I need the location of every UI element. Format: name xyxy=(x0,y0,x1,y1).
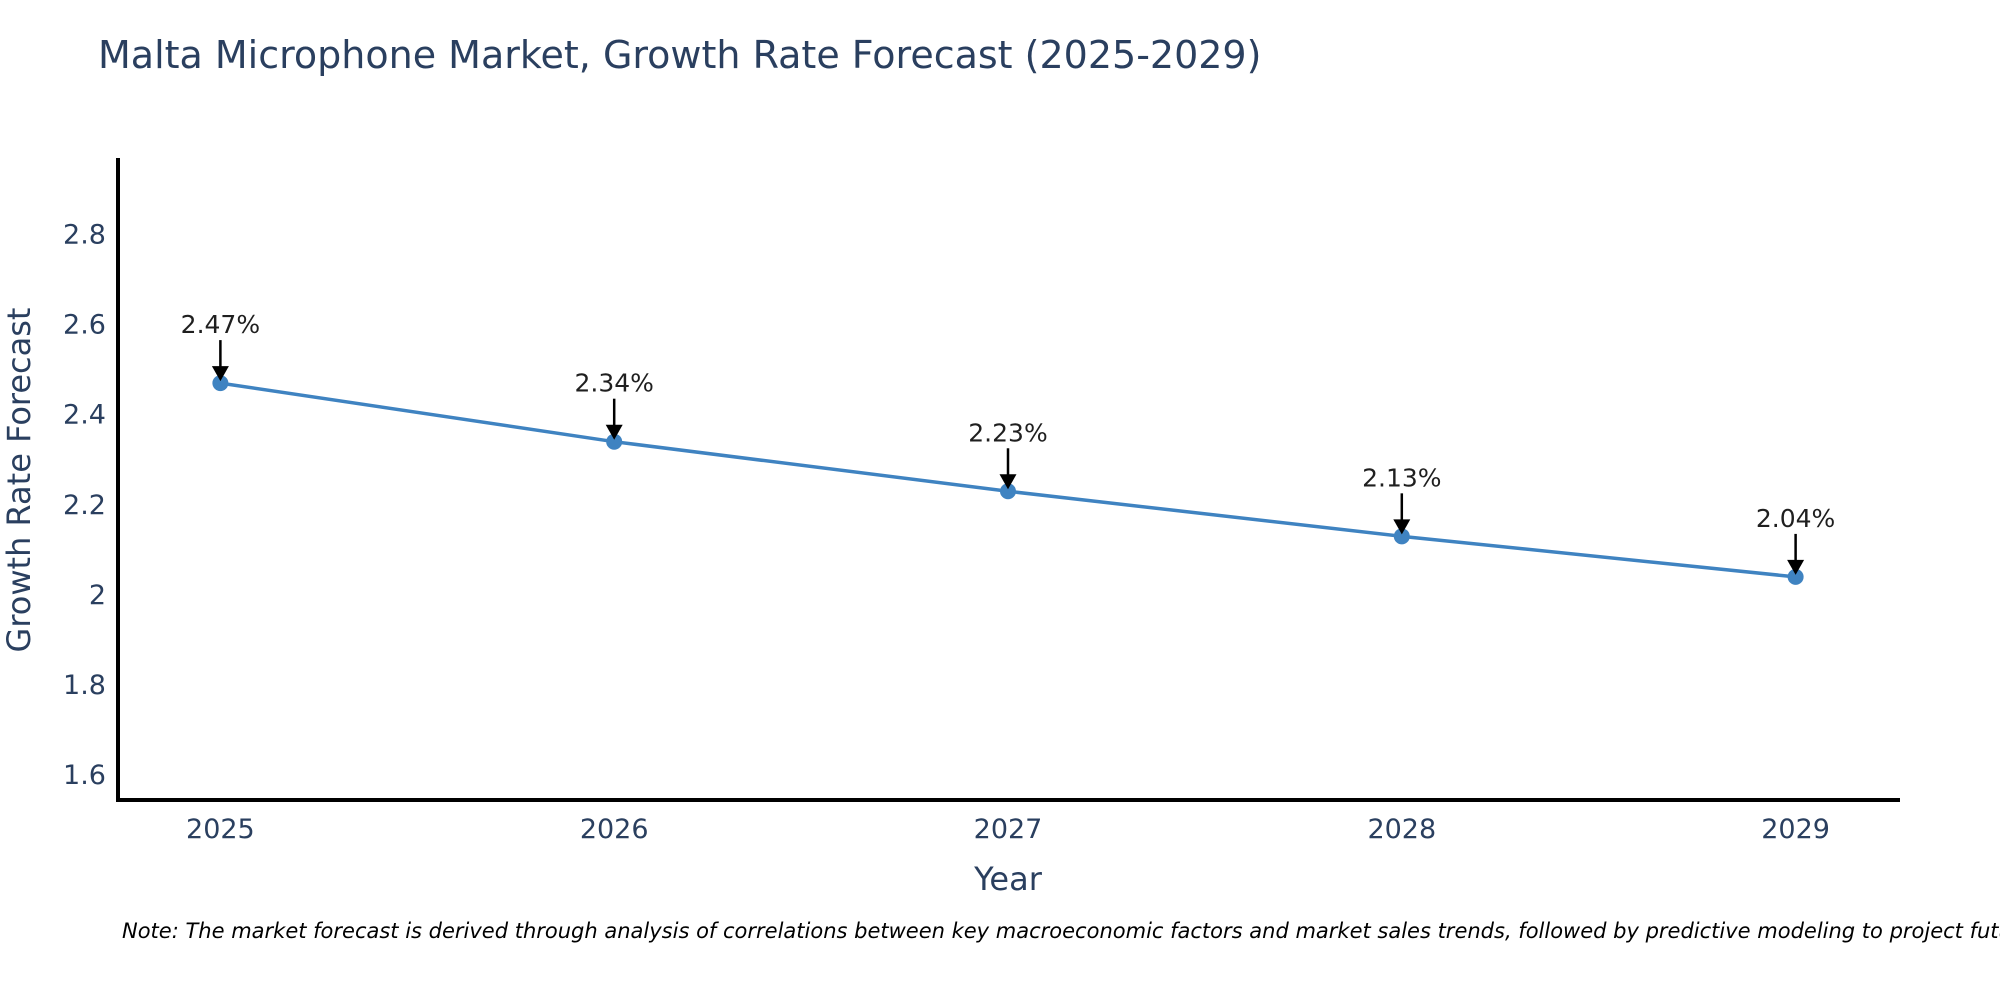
x-tick-label: 2026 xyxy=(580,814,649,845)
data-point-2027[interactable] xyxy=(1000,483,1016,500)
plot-layer: 1.6 1.8 2 2.2 2.4 2.6 2.8 2025 2026 2027 2028 2029 2… xyxy=(63,158,1900,845)
annotation-arrow-head xyxy=(605,424,623,440)
annotation-arrow-head xyxy=(1787,559,1805,575)
chart-title: Malta Microphone Market, Growth Rate For… xyxy=(98,33,1261,77)
y-axis-title: Growth Rate Forecast xyxy=(0,308,38,653)
axis-lines xyxy=(116,158,1900,802)
y-tick-label: 1.8 xyxy=(63,670,106,701)
annotation-arrow-head xyxy=(1393,519,1411,535)
y-tick-label: 2.6 xyxy=(63,310,106,341)
annotation-arrow-head xyxy=(211,366,229,382)
point-value-label: 2.34% xyxy=(574,369,653,398)
annotation-arrow-head xyxy=(999,474,1017,490)
point-value-label: 2.23% xyxy=(968,418,1047,447)
x-axis-title: Year xyxy=(973,860,1043,898)
x-tick-label: 2027 xyxy=(974,814,1043,845)
data-point-2025[interactable] xyxy=(212,375,229,392)
y-tick-label: 2.4 xyxy=(63,400,106,431)
data-point-2026[interactable] xyxy=(606,433,623,450)
x-tick-label: 2028 xyxy=(1367,814,1436,845)
point-value-label: 2.13% xyxy=(1362,463,1441,492)
point-value-label: 2.47% xyxy=(181,310,260,339)
y-tick-label: 2.2 xyxy=(63,490,106,521)
y-tick-label: 2 xyxy=(89,580,106,611)
point-value-label: 2.04% xyxy=(1756,504,1835,533)
x-tick-label: 2029 xyxy=(1761,814,1830,845)
y-tick-label: 2.8 xyxy=(63,219,106,250)
y-tick-label: 1.6 xyxy=(63,760,106,791)
data-point-2028[interactable] xyxy=(1393,528,1410,545)
footnote: Note: The market forecast is derived thr… xyxy=(122,919,2000,943)
data-point-2029[interactable] xyxy=(1787,568,1804,585)
x-tick-label: 2025 xyxy=(186,814,255,845)
